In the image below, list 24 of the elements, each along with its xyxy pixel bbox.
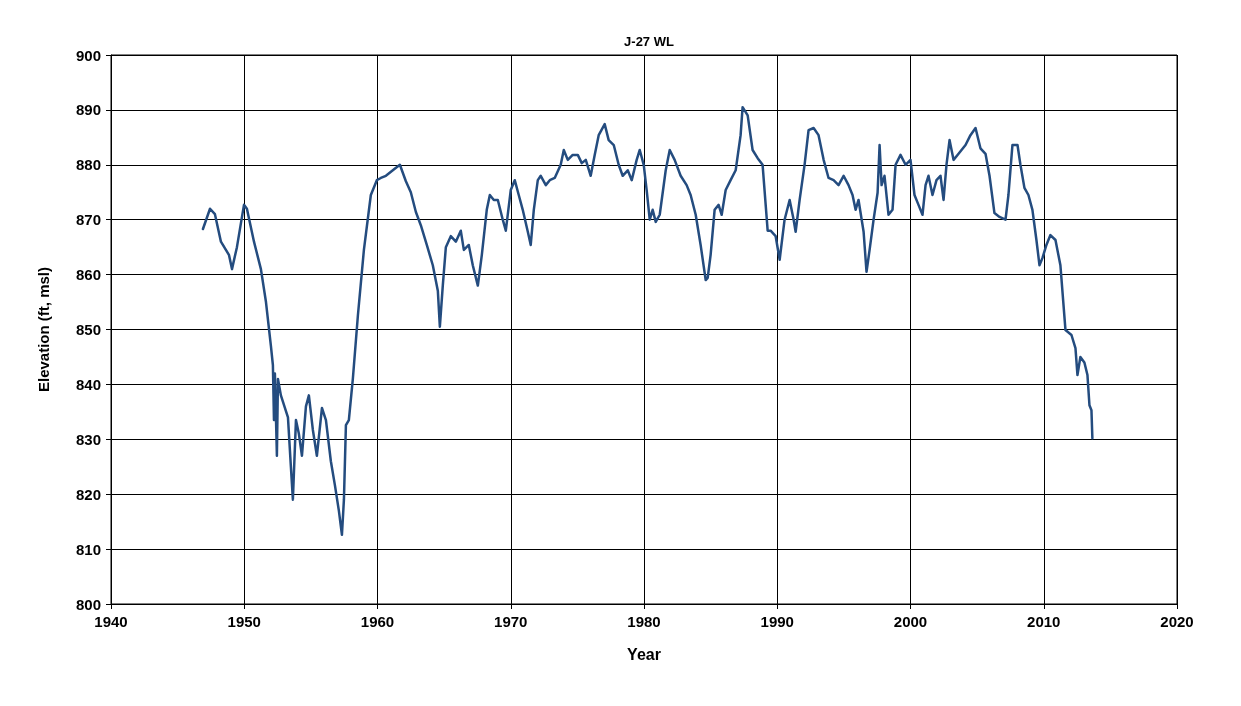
line-series [201,105,1094,537]
x-tick-label: 1960 [360,613,395,630]
x-tick-label: 1940 [94,613,128,630]
x-tick-label: 1950 [227,613,261,630]
y-tick-label: 900 [75,46,101,64]
y-tick-label: 870 [75,211,101,229]
y-tick-label: 820 [75,485,101,503]
y-tick-label: 840 [75,375,101,393]
x-tick-label: 2000 [893,613,928,630]
chart-title: J-27 WL [624,34,674,49]
y-tick-label: 880 [75,156,101,174]
y-tick-label: 800 [75,595,101,613]
x-tick-label: 2010 [1027,613,1061,630]
y-tick-label: 830 [75,430,101,448]
y-tick-label: 850 [75,321,101,338]
y-axis-title: Elevation (ft, msl) [35,266,52,393]
x-axis-title: Year [627,645,661,663]
y-tick-label: 810 [75,540,101,558]
x-tick-label: 1990 [760,613,794,630]
y-tick-label: 860 [75,266,101,284]
y-tick-label: 890 [75,101,101,119]
x-tick-label: 2020 [1160,613,1194,630]
x-tick-label: 1970 [494,613,528,630]
x-tick-label: 1980 [627,613,661,630]
